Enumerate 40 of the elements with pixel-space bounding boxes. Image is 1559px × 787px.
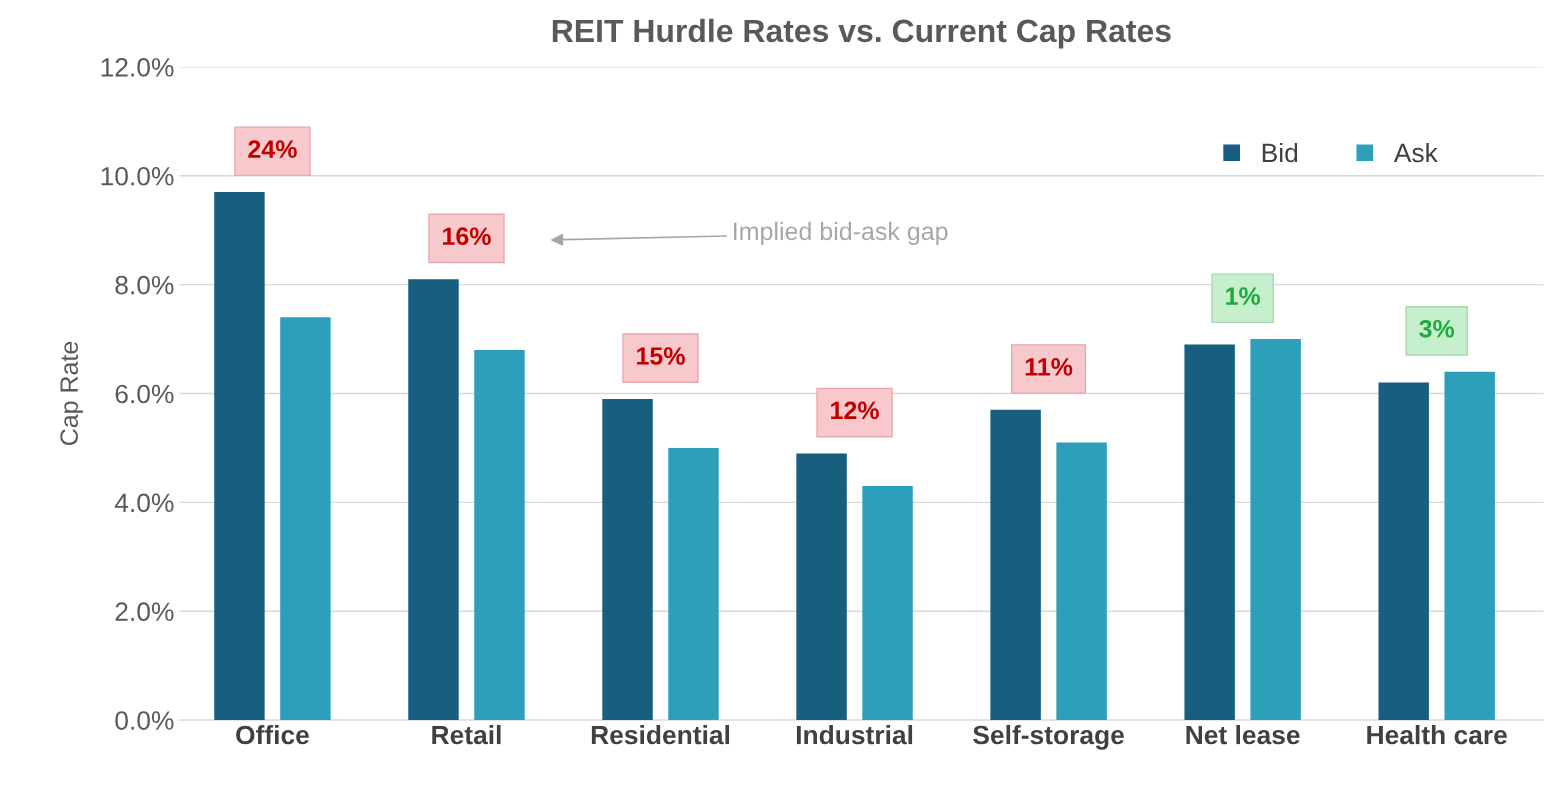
y-tick-label: 12.0% xyxy=(101,58,174,77)
y-tick-label: 4.0% xyxy=(114,493,174,513)
y-tick-label: 0.0% xyxy=(115,711,174,730)
bar xyxy=(1250,339,1301,721)
annotation: 12% xyxy=(831,401,879,420)
x-tick-label: Residential xyxy=(591,724,730,745)
annotation: 3% xyxy=(1419,319,1455,338)
y-tick-label: 8.0% xyxy=(115,275,174,295)
bar xyxy=(1056,442,1107,721)
annotation: 11% xyxy=(1025,358,1073,376)
chart-title: REIT Hurdle Rates vs. Current Cap Rates xyxy=(552,18,1171,49)
annotation: 15% xyxy=(637,347,685,365)
y-axis-title: Cap Rate xyxy=(60,341,83,446)
bar xyxy=(796,453,847,721)
bar xyxy=(862,486,913,721)
bar xyxy=(280,317,331,721)
x-tick-label: Self-storage xyxy=(973,724,1124,750)
bar xyxy=(1378,382,1429,721)
annotation: 16% xyxy=(443,227,491,246)
annotation: 24% xyxy=(248,140,297,158)
bar xyxy=(408,279,459,721)
bar xyxy=(990,409,1041,721)
bar xyxy=(474,349,525,721)
bar xyxy=(602,398,653,721)
annotation: Implied bid-ask gap xyxy=(734,221,948,246)
y-tick-label: 6.0% xyxy=(115,384,174,404)
x-tick-label: Health care xyxy=(1367,724,1507,745)
annotation: 1% xyxy=(1226,287,1261,305)
legend-label: Ask xyxy=(1393,142,1438,163)
bar xyxy=(1184,344,1235,721)
x-tick-label: Retail xyxy=(432,724,501,745)
bar xyxy=(668,447,719,721)
bar xyxy=(1444,371,1495,721)
y-tick-label: 10.0% xyxy=(101,166,174,186)
bar xyxy=(214,192,265,721)
legend-label: Bid xyxy=(1262,142,1298,163)
y-tick-label: 2.0% xyxy=(115,602,174,622)
x-tick-label: Industrial xyxy=(796,724,913,745)
x-tick-label: Office xyxy=(236,724,309,745)
x-tick-label: Net lease xyxy=(1186,724,1300,745)
